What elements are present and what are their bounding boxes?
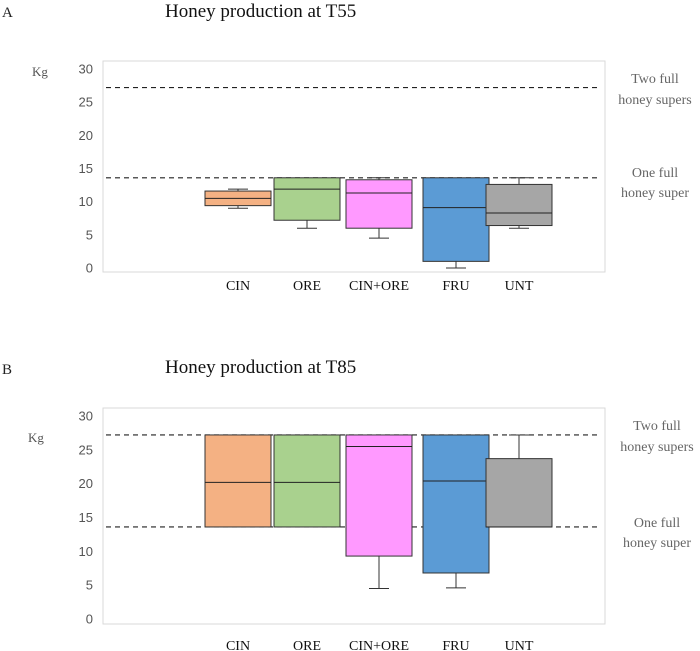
y-tick-label: 15 (79, 510, 93, 525)
y-tick-label: 15 (79, 161, 93, 176)
x-category-label: FRU (442, 639, 469, 651)
box-unt (485, 458, 553, 528)
box-cin (204, 434, 272, 528)
y-tick-label: 5 (86, 227, 93, 242)
box-unt (485, 183, 553, 227)
y-tick-label: 30 (79, 62, 93, 77)
chart-panel-a: A Honey production at T55 0 5 10 15 20 25 30 Kg Tw… (2, 1, 692, 294)
reference-label: Two full (631, 72, 679, 87)
box-fru (422, 434, 490, 574)
box-cin-ore (345, 434, 413, 557)
y-tick-label: 5 (86, 578, 93, 593)
panel-label: A (2, 5, 13, 21)
chart-title: Honey production at T85 (165, 357, 356, 378)
x-category-label: ORE (293, 639, 321, 651)
x-category-label: UNT (505, 639, 534, 651)
x-category-label: CIN+ORE (349, 639, 409, 651)
y-axis-unit: Kg (28, 430, 44, 445)
y-tick-label: 25 (79, 95, 93, 110)
x-category-label: FRU (442, 279, 469, 294)
reference-label: One full (632, 166, 678, 181)
box-ore (273, 434, 341, 528)
reference-label: Two full (633, 419, 681, 434)
plot-frame (102, 60, 606, 273)
y-tick-label: 0 (86, 261, 93, 276)
x-category-label: ORE (293, 279, 321, 294)
box-fru (422, 177, 490, 262)
panel-label: B (2, 362, 12, 378)
x-category-label: CIN (226, 639, 250, 651)
y-tick-label: 10 (79, 544, 93, 559)
y-axis-unit: Kg (32, 64, 48, 79)
reference-label: honey supers (620, 440, 694, 455)
x-category-label: CIN (226, 279, 250, 294)
y-tick-label: 25 (79, 442, 93, 457)
y-tick-label: 30 (79, 409, 93, 424)
reference-label: honey supers (618, 93, 692, 108)
y-tick-label: 20 (79, 128, 93, 143)
reference-label: One full (634, 516, 680, 531)
box-cin-ore (345, 179, 413, 229)
x-category-label: UNT (505, 279, 534, 294)
chart-title: Honey production at T55 (165, 1, 356, 22)
y-tick-label: 0 (86, 612, 93, 627)
y-tick-label: 10 (79, 194, 93, 209)
chart-panel-b: B Honey production at T85 0 5 10 15 20 25 30 Kg Tw… (2, 357, 694, 651)
reference-label: honey super (623, 536, 691, 551)
x-category-label: CIN+ORE (349, 279, 409, 294)
plot-frame (102, 407, 606, 625)
box-ore (273, 177, 341, 221)
y-tick-label: 20 (79, 476, 93, 491)
reference-label: honey super (621, 186, 689, 201)
